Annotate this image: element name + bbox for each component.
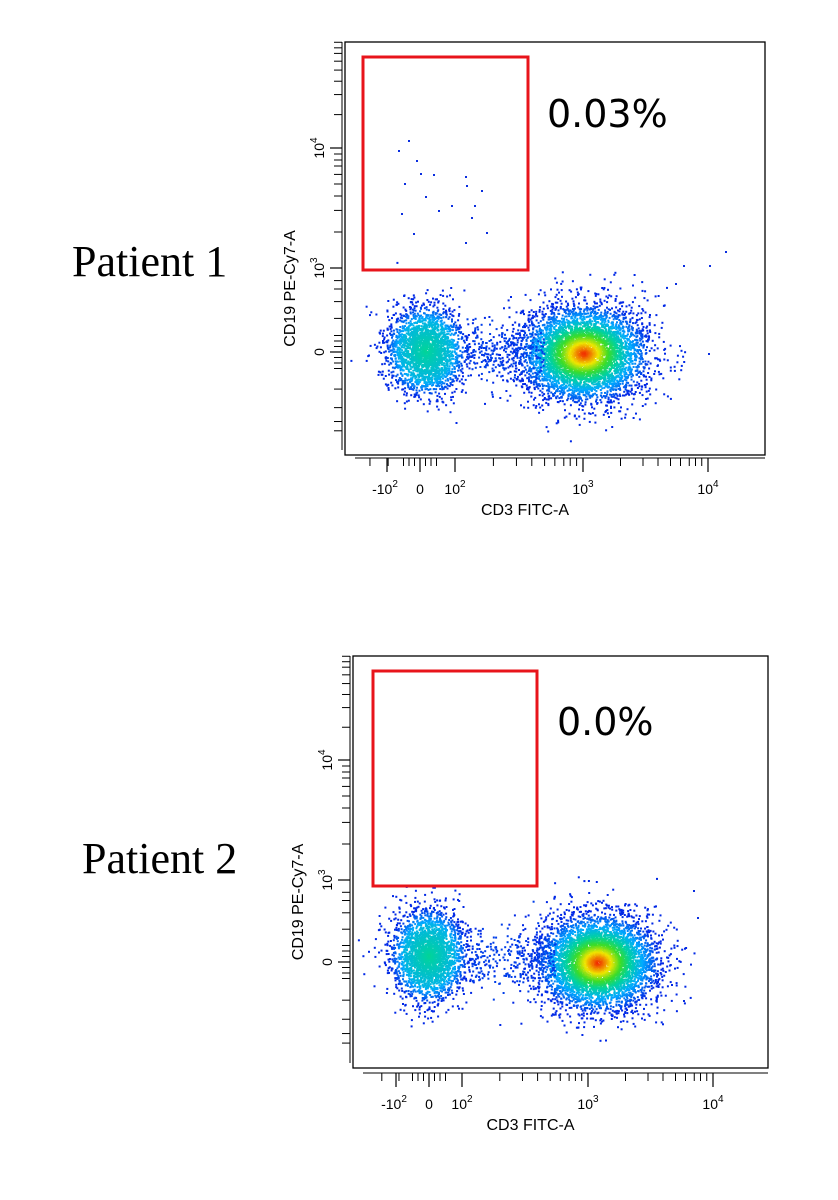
event-cloud <box>350 140 727 443</box>
event-dot <box>408 140 410 142</box>
gate-percentage: 0.03% <box>547 92 668 136</box>
x-tick-label: -102 <box>381 1094 407 1112</box>
event-dot <box>683 1000 685 1002</box>
event-dot <box>401 213 403 215</box>
y-tick-label: 104 <box>309 137 327 159</box>
x-axis-title: CD3 FITC-A <box>481 502 569 519</box>
event-dot <box>474 205 476 207</box>
event-dot <box>433 174 435 176</box>
plot-frame <box>352 655 769 1069</box>
y-axis-title: CD19 PE-Cy7-A <box>290 843 307 960</box>
y-tick-label: 104 <box>317 749 335 771</box>
event-dot <box>404 183 406 185</box>
event-dot <box>471 217 473 219</box>
plot-2: -102 0 102 103 104 CD3 FITC-A 0 103 104 CD19 PE-C… <box>290 655 769 1134</box>
event-dot <box>708 353 710 355</box>
x-tick-label: 102 <box>444 479 466 497</box>
x-tick-label: 104 <box>702 1094 724 1112</box>
sparse-events <box>683 890 699 1002</box>
y-axis: 0 103 104 CD19 PE-Cy7-A <box>290 655 351 1063</box>
plot-1: -102 0 102 103 104 CD3 FITC-A 0 103 104 CD19 PE-C… <box>282 41 766 519</box>
x-axis: -102 0 102 103 104 CD3 FITC-A <box>363 1072 768 1134</box>
y-axis-title: CD19 PE-Cy7-A <box>282 230 299 347</box>
gate-rectangle <box>371 669 539 888</box>
x-tick-label: 0 <box>425 1096 433 1112</box>
population-1 <box>350 261 494 424</box>
event-dot <box>725 251 727 253</box>
event-dot <box>465 242 467 244</box>
y-axis: 0 103 104 CD19 PE-Cy7-A <box>282 41 343 450</box>
patient-2-label: Patient 2 <box>82 834 238 883</box>
event-dot <box>416 160 418 162</box>
event-dot <box>451 205 453 207</box>
event-dot <box>709 265 711 267</box>
event-dot <box>486 232 488 234</box>
population-1 <box>357 885 498 1028</box>
y-tick-label: 0 <box>311 348 327 356</box>
sparse-events <box>398 140 727 355</box>
gate-percentage: 0.0% <box>557 700 654 744</box>
y-tick-label: 103 <box>317 869 335 891</box>
bridge-events <box>470 900 557 1001</box>
x-tick-label: -102 <box>372 479 398 497</box>
x-tick-label: 103 <box>577 1094 599 1112</box>
event-cloud <box>357 876 699 1042</box>
plot-frame <box>344 41 766 456</box>
x-tick-label: 103 <box>572 479 594 497</box>
patient-1-label: Patient 1 <box>72 237 228 286</box>
event-dot <box>438 210 440 212</box>
event-dot <box>420 173 422 175</box>
event-dot <box>425 196 427 198</box>
event-dot <box>675 283 677 285</box>
x-tick-label: 104 <box>697 479 719 497</box>
event-dot <box>398 150 400 152</box>
y-tick-label: 0 <box>319 958 335 966</box>
x-axis: -102 0 102 103 104 CD3 FITC-A <box>355 457 765 519</box>
event-dot <box>465 176 467 178</box>
event-dot <box>481 190 483 192</box>
x-tick-label: 102 <box>451 1094 473 1112</box>
event-dot <box>697 917 699 919</box>
population-2 <box>493 876 696 1042</box>
event-dot <box>683 265 685 267</box>
event-dot <box>413 233 415 235</box>
event-dot <box>466 185 468 187</box>
x-axis-title: CD3 FITC-A <box>487 1117 575 1134</box>
event-dot <box>693 890 695 892</box>
population-2 <box>472 271 687 443</box>
x-tick-label: 0 <box>416 481 424 497</box>
gate-rectangle <box>361 55 530 272</box>
y-tick-label: 103 <box>309 257 327 279</box>
bridge-events <box>464 317 546 396</box>
